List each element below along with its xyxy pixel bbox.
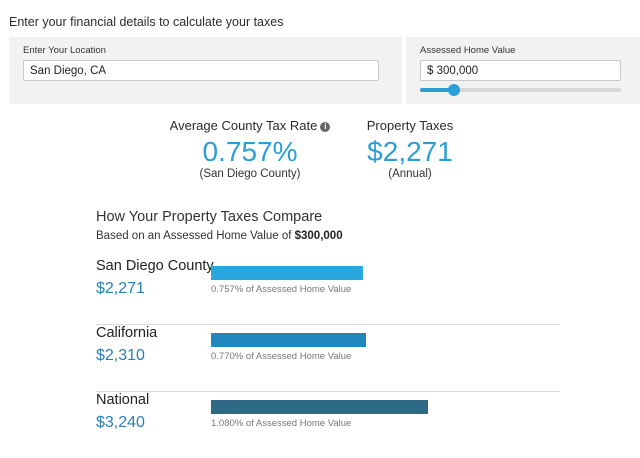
location-panel: Enter Your Location bbox=[9, 37, 402, 104]
row-divider bbox=[96, 391, 560, 392]
tax-rate-heading: Average County Tax Rate bbox=[169, 118, 318, 133]
property-tax-heading: Property Taxes bbox=[366, 118, 454, 133]
compare-bar bbox=[211, 266, 363, 280]
compare-row-state: California $2,310 0.770% of Assessed Hom… bbox=[96, 325, 560, 392]
compare-row-amount: $3,240 bbox=[96, 414, 145, 431]
home-value-label: Assessed Home Value bbox=[420, 45, 516, 56]
location-label: Enter Your Location bbox=[23, 45, 106, 56]
slider-fill bbox=[420, 88, 455, 92]
compare-row-name: San Diego County bbox=[96, 258, 214, 274]
tax-rate-value: 0.757% bbox=[202, 136, 298, 167]
property-tax-stat: Property Taxes $2,271 (Annual) bbox=[355, 118, 465, 180]
compare-bar bbox=[211, 333, 366, 347]
row-divider bbox=[96, 324, 560, 325]
intro-text: Enter your financial details to calculat… bbox=[9, 15, 284, 29]
compare-row-name: California bbox=[96, 325, 158, 341]
compare-subtitle: Based on an Assessed Home Value of $300,… bbox=[96, 230, 343, 242]
property-tax-note: (Annual) bbox=[388, 168, 432, 180]
compare-subtitle-text: Based on an Assessed Home Value of bbox=[96, 230, 292, 242]
location-input[interactable] bbox=[23, 60, 379, 81]
info-icon[interactable]: i bbox=[320, 122, 331, 132]
compare-row-amount: $2,271 bbox=[96, 280, 145, 297]
slider-handle[interactable] bbox=[448, 84, 461, 96]
compare-title: How Your Property Taxes Compare bbox=[96, 209, 323, 225]
compare-row-percent: 0.757% of Assessed Home Value bbox=[211, 284, 352, 295]
tax-rate-heading-line: Average County Tax Rate i bbox=[165, 118, 335, 133]
compare-row-name: National bbox=[96, 392, 150, 408]
compare-row-national: National $3,240 1.080% of Assessed Home … bbox=[96, 392, 560, 458]
tax-rate-note: (San Diego County) bbox=[199, 168, 301, 180]
tax-rate-stat: Average County Tax Rate i 0.757% (San Die… bbox=[165, 118, 335, 180]
home-value-panel: Assessed Home Value bbox=[406, 37, 640, 104]
property-tax-value: $2,271 bbox=[367, 136, 453, 167]
compare-row-amount: $2,310 bbox=[96, 347, 145, 364]
compare-row-percent: 1.080% of Assessed Home Value bbox=[211, 418, 352, 429]
home-value-input[interactable] bbox=[420, 60, 621, 81]
compare-row-county: San Diego County $2,271 0.757% of Assess… bbox=[96, 258, 560, 325]
compare-subtitle-value: $300,000 bbox=[294, 230, 343, 242]
compare-row-percent: 0.770% of Assessed Home Value bbox=[211, 351, 352, 362]
home-value-slider[interactable] bbox=[420, 84, 621, 96]
compare-bar bbox=[211, 400, 428, 414]
